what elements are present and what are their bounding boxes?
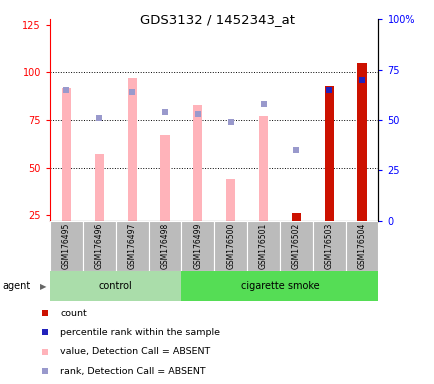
- Text: GSM176498: GSM176498: [160, 223, 169, 269]
- Text: GSM176500: GSM176500: [226, 223, 235, 269]
- Text: count: count: [60, 308, 87, 318]
- Bar: [312, 221, 345, 271]
- Bar: [226, 179, 235, 221]
- Text: cigarette smoke: cigarette smoke: [240, 281, 319, 291]
- Text: GSM176496: GSM176496: [95, 223, 104, 269]
- Bar: [193, 105, 202, 221]
- Text: control: control: [99, 281, 132, 291]
- Bar: [214, 221, 247, 271]
- Bar: [50, 271, 181, 301]
- Bar: [181, 221, 214, 271]
- Text: percentile rank within the sample: percentile rank within the sample: [60, 328, 220, 337]
- Bar: [148, 221, 181, 271]
- Text: GSM176501: GSM176501: [258, 223, 267, 269]
- Bar: [160, 135, 169, 221]
- Text: GSM176499: GSM176499: [193, 223, 202, 269]
- Bar: [127, 78, 136, 221]
- Text: GSM176503: GSM176503: [324, 223, 333, 269]
- Text: GSM176504: GSM176504: [357, 223, 366, 269]
- Bar: [50, 221, 82, 271]
- Bar: [279, 221, 312, 271]
- Text: rank, Detection Call = ABSENT: rank, Detection Call = ABSENT: [60, 367, 205, 376]
- Text: value, Detection Call = ABSENT: value, Detection Call = ABSENT: [60, 347, 210, 356]
- Bar: [357, 63, 366, 221]
- Bar: [357, 63, 366, 221]
- Text: GSM176495: GSM176495: [62, 223, 71, 269]
- Bar: [115, 221, 148, 271]
- Text: agent: agent: [2, 281, 30, 291]
- Bar: [247, 221, 279, 271]
- Bar: [62, 88, 71, 221]
- Text: GSM176497: GSM176497: [127, 223, 136, 269]
- Text: GDS3132 / 1452343_at: GDS3132 / 1452343_at: [140, 13, 294, 26]
- Bar: [324, 86, 333, 221]
- Text: GSM176502: GSM176502: [291, 223, 300, 269]
- Bar: [181, 271, 378, 301]
- Text: ▶: ▶: [40, 281, 46, 291]
- Bar: [258, 116, 267, 221]
- Bar: [324, 86, 333, 221]
- Bar: [95, 154, 104, 221]
- Bar: [345, 221, 378, 271]
- Bar: [82, 221, 115, 271]
- Bar: [291, 213, 300, 221]
